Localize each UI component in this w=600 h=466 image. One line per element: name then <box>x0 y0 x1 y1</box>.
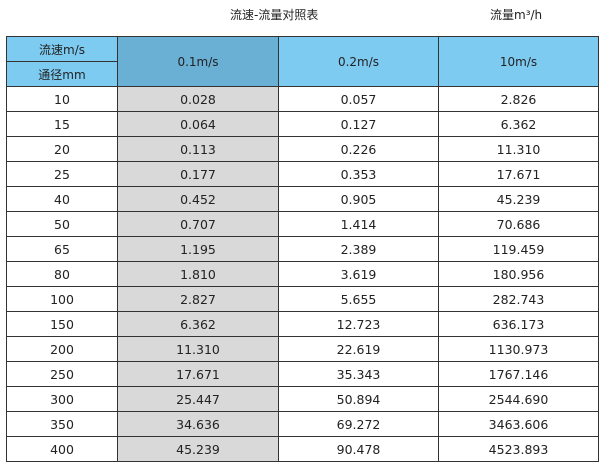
flow-cell: 25.447 <box>117 386 279 412</box>
flow-cell: 90.478 <box>278 436 439 462</box>
flow-cell: 2544.690 <box>438 386 599 412</box>
flow-cell: 1.810 <box>117 261 279 287</box>
diameter-cell: 200 <box>6 336 118 362</box>
flow-cell: 69.272 <box>278 411 439 437</box>
flow-cell: 0.127 <box>278 111 439 137</box>
diameter-cell: 350 <box>6 411 118 437</box>
table-row: 50 0.707 1.414 70.686 <box>6 211 599 237</box>
flow-cell: 17.671 <box>438 161 599 187</box>
unit-label: 流量m³/h <box>490 8 543 22</box>
flow-cell: 0.452 <box>117 186 279 212</box>
flow-cell: 50.894 <box>278 386 439 412</box>
flow-cell: 0.028 <box>117 86 279 112</box>
flow-cell: 2.826 <box>438 86 599 112</box>
table-row: 65 1.195 2.389 119.459 <box>6 236 599 262</box>
flow-cell: 1767.146 <box>438 361 599 387</box>
diameter-cell: 65 <box>6 236 118 262</box>
column-header: 0.2m/s <box>278 36 439 87</box>
velocity-header: 流速m/s <box>6 36 118 62</box>
flow-cell: 4523.893 <box>438 436 599 462</box>
flow-cell: 6.362 <box>117 311 279 337</box>
flow-cell: 11.310 <box>438 136 599 162</box>
flow-cell: 0.353 <box>278 161 439 187</box>
table-row: 200 11.310 22.619 1130.973 <box>6 336 599 362</box>
flow-cell: 3463.606 <box>438 411 599 437</box>
flow-cell: 0.113 <box>117 136 279 162</box>
flow-cell: 0.226 <box>278 136 439 162</box>
flow-cell: 1.195 <box>117 236 279 262</box>
flow-cell: 1130.973 <box>438 336 599 362</box>
flow-table: 流速m/s 0.1m/s 0.2m/s 10m/s 通径mm 10 0.028 0.… <box>6 36 599 462</box>
table-row: 150 6.362 12.723 636.173 <box>6 311 599 337</box>
flow-cell: 1.414 <box>278 211 439 237</box>
diameter-cell: 25 <box>6 161 118 187</box>
diameter-cell: 15 <box>6 111 118 137</box>
flow-cell: 0.064 <box>117 111 279 137</box>
diameter-cell: 400 <box>6 436 118 462</box>
table-title: 流速-流量对照表 <box>230 8 319 22</box>
diameter-header: 通径mm <box>6 61 118 87</box>
flow-cell: 0.707 <box>117 211 279 237</box>
diameter-cell: 100 <box>6 286 118 312</box>
flow-cell: 17.671 <box>117 361 279 387</box>
flow-cell: 12.723 <box>278 311 439 337</box>
column-header: 10m/s <box>438 36 599 87</box>
flow-cell: 119.459 <box>438 236 599 262</box>
flow-cell: 34.636 <box>117 411 279 437</box>
diameter-cell: 50 <box>6 211 118 237</box>
diameter-cell: 150 <box>6 311 118 337</box>
diameter-cell: 250 <box>6 361 118 387</box>
flow-cell: 282.743 <box>438 286 599 312</box>
table-row: 15 0.064 0.127 6.362 <box>6 111 599 137</box>
flow-cell: 22.619 <box>278 336 439 362</box>
flow-cell: 45.239 <box>438 186 599 212</box>
table-row: 40 0.452 0.905 45.239 <box>6 186 599 212</box>
flow-cell: 11.310 <box>117 336 279 362</box>
diameter-cell: 20 <box>6 136 118 162</box>
flow-cell: 2.389 <box>278 236 439 262</box>
diameter-cell: 80 <box>6 261 118 287</box>
flow-cell: 35.343 <box>278 361 439 387</box>
table-row: 20 0.113 0.226 11.310 <box>6 136 599 162</box>
flow-cell: 636.173 <box>438 311 599 337</box>
flow-cell: 0.057 <box>278 86 439 112</box>
flow-cell: 70.686 <box>438 211 599 237</box>
flow-cell: 0.905 <box>278 186 439 212</box>
table-row: 350 34.636 69.272 3463.606 <box>6 411 599 437</box>
flow-cell: 5.655 <box>278 286 439 312</box>
column-header: 0.1m/s <box>117 36 279 87</box>
flow-cell: 3.619 <box>278 261 439 287</box>
table-row: 300 25.447 50.894 2544.690 <box>6 386 599 412</box>
table-row: 400 45.239 90.478 4523.893 <box>6 436 599 462</box>
flow-cell: 180.956 <box>438 261 599 287</box>
flow-cell: 0.177 <box>117 161 279 187</box>
table-row: 250 17.671 35.343 1767.146 <box>6 361 599 387</box>
table-row: 25 0.177 0.353 17.671 <box>6 161 599 187</box>
table-row: 100 2.827 5.655 282.743 <box>6 286 599 312</box>
diameter-cell: 10 <box>6 86 118 112</box>
diameter-cell: 40 <box>6 186 118 212</box>
flow-cell: 6.362 <box>438 111 599 137</box>
flow-cell: 2.827 <box>117 286 279 312</box>
flow-cell: 45.239 <box>117 436 279 462</box>
table-row: 80 1.810 3.619 180.956 <box>6 261 599 287</box>
table-row: 10 0.028 0.057 2.826 <box>6 86 599 112</box>
diameter-cell: 300 <box>6 386 118 412</box>
